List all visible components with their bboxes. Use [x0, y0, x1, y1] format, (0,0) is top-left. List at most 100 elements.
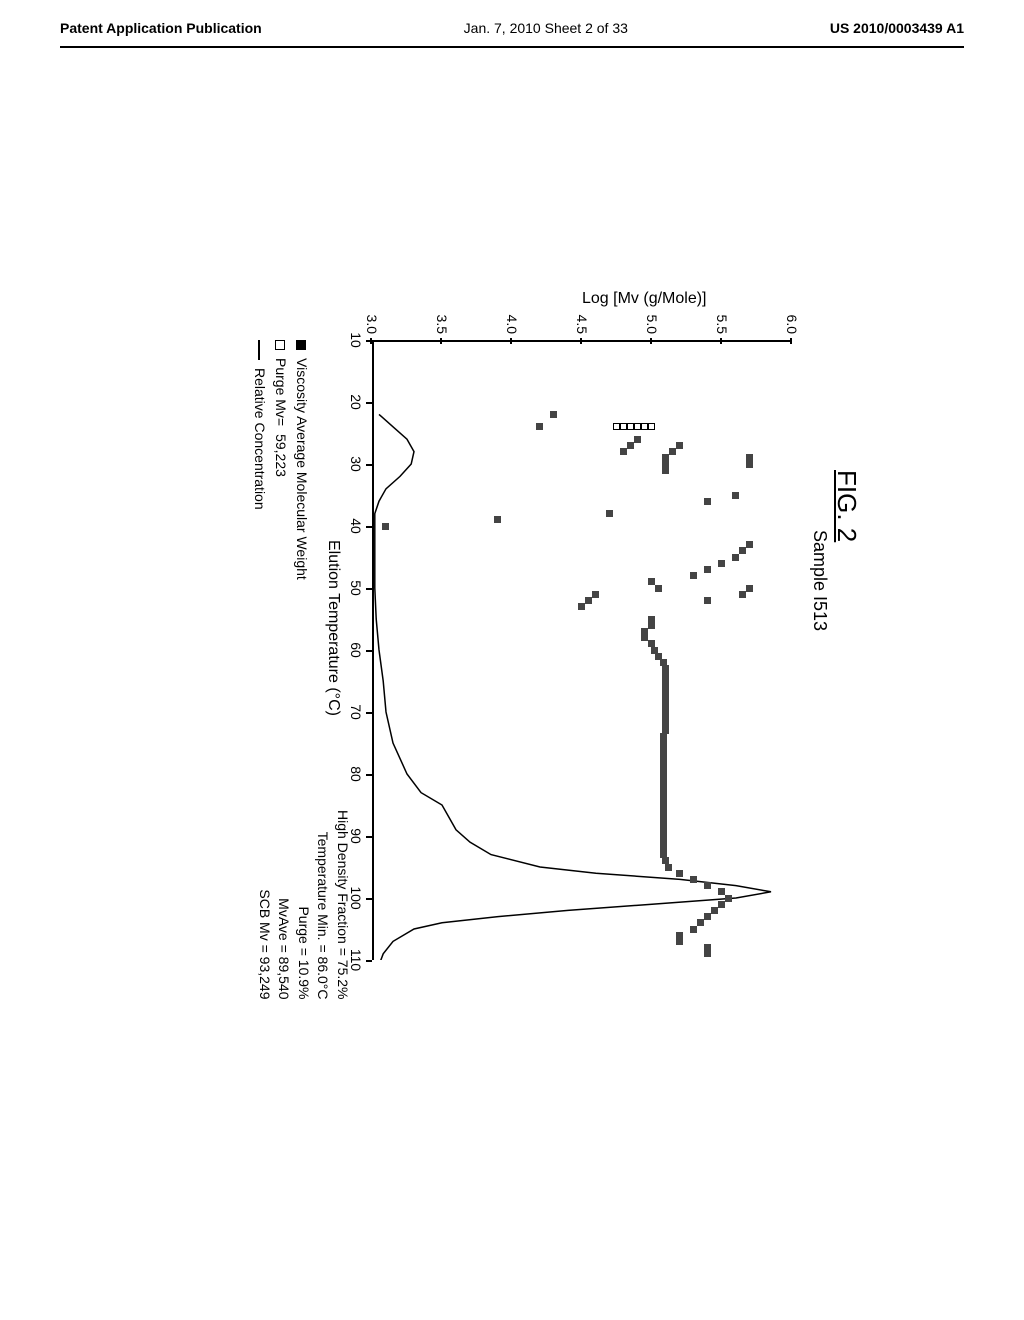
data-point-filled: [537, 423, 544, 430]
data-point-filled: [649, 578, 656, 585]
data-point-filled: [719, 888, 726, 895]
x-tick-mark: [366, 526, 372, 528]
chart-area: [372, 340, 792, 960]
legend-label-2-val: 59,223: [270, 434, 291, 477]
data-point-open: [635, 423, 642, 430]
x-tick-mark: [366, 898, 372, 900]
x-tick-mark: [366, 712, 372, 714]
y-tick-label: 4.5: [574, 306, 590, 334]
stat-hd-label: High Density Fraction =: [335, 810, 351, 956]
x-tick-mark: [366, 340, 372, 342]
x-tick-label: 80: [348, 759, 364, 789]
legend: Viscosity Average Molecular Weight Purge…: [249, 340, 312, 580]
data-point-filled: [691, 926, 698, 933]
y-tick-mark: [440, 338, 442, 344]
x-tick-mark: [366, 464, 372, 466]
stat-temp-label: Temperature Min. =: [315, 832, 331, 953]
header-right: US 2010/0003439 A1: [830, 20, 964, 36]
legend-item-line: Relative Concentration: [249, 340, 270, 580]
data-point-filled: [747, 585, 754, 592]
legend-label-2-key: Purge Mv=: [270, 358, 291, 426]
data-point-filled: [656, 585, 663, 592]
y-tick-mark: [720, 338, 722, 344]
data-point-filled: [677, 442, 684, 449]
data-point-filled: [628, 442, 635, 449]
data-point-filled: [635, 436, 642, 443]
data-point-filled: [383, 523, 390, 530]
stat-mvave-label: MvAve =: [276, 898, 292, 953]
data-point-filled: [719, 901, 726, 908]
data-point-filled: [705, 882, 712, 889]
stat-hd-value: 75.2%: [335, 960, 351, 1000]
x-tick-label: 20: [348, 387, 364, 417]
data-point-filled: [586, 597, 593, 604]
y-tick-label: 6.0: [784, 306, 800, 334]
data-point-open: [614, 423, 621, 430]
data-point-filled: [740, 547, 747, 554]
stat-scb-label: SCB Mv =: [257, 889, 273, 952]
data-point-filled: [705, 566, 712, 573]
legend-item-filled: Viscosity Average Molecular Weight: [291, 340, 312, 580]
stat-mvave-value: 89,540: [276, 957, 292, 1000]
data-point-filled: [719, 560, 726, 567]
data-point-filled: [663, 467, 670, 474]
data-point-filled: [677, 870, 684, 877]
stat-scb-value: 93,249: [257, 957, 273, 1000]
stats-block: High Density Fraction = 75.2% Temperatur…: [254, 810, 352, 1000]
data-point-filled: [670, 448, 677, 455]
x-tick-label: 50: [348, 573, 364, 603]
data-point-filled: [649, 622, 656, 629]
y-tick-mark: [580, 338, 582, 344]
x-tick-mark: [366, 402, 372, 404]
data-point-filled: [733, 554, 740, 561]
header-left: Patent Application Publication: [60, 20, 262, 36]
filled-square-icon: [297, 340, 307, 350]
stat-temp-value: 86.0°C: [315, 957, 331, 1000]
figure-title: FIG. 2: [831, 470, 862, 542]
data-point-filled: [579, 603, 586, 610]
data-point-filled: [677, 938, 684, 945]
x-tick-label: 60: [348, 635, 364, 665]
data-point-filled: [747, 541, 754, 548]
data-point-filled: [551, 411, 558, 418]
y-tick-label: 3.5: [434, 306, 450, 334]
legend-item-open: Purge Mv= 59,223: [270, 340, 291, 580]
sample-label: Sample I513: [809, 530, 830, 631]
data-point-filled: [593, 591, 600, 598]
x-tick-mark: [366, 588, 372, 590]
data-point-filled: [726, 895, 733, 902]
data-point-filled: [621, 448, 628, 455]
data-point-filled: [691, 572, 698, 579]
x-tick-mark: [366, 650, 372, 652]
x-axis-label: Elution Temperature (°C): [324, 540, 342, 716]
data-point-filled: [691, 876, 698, 883]
x-tick-mark: [366, 774, 372, 776]
data-point-filled: [733, 492, 740, 499]
x-tick-mark: [366, 836, 372, 838]
legend-label-1: Viscosity Average Molecular Weight: [291, 358, 312, 580]
header-center: Jan. 7, 2010 Sheet 2 of 33: [464, 20, 628, 36]
data-point-filled: [495, 516, 502, 523]
data-point-open: [642, 423, 649, 430]
data-point-filled: [740, 591, 747, 598]
data-point-filled: [705, 950, 712, 957]
data-point-filled: [665, 864, 672, 871]
y-tick-mark: [650, 338, 652, 344]
data-point-filled: [712, 907, 719, 914]
x-tick-label: 30: [348, 449, 364, 479]
data-point-filled: [747, 461, 754, 468]
header-divider: [60, 46, 964, 48]
y-tick-label: 5.0: [644, 306, 660, 334]
stat-purge-label: Purge =: [296, 906, 312, 955]
y-tick-mark: [510, 338, 512, 344]
data-point-filled: [705, 913, 712, 920]
y-tick-label: 3.0: [364, 306, 380, 334]
data-point-open: [649, 423, 656, 430]
data-point-open: [621, 423, 628, 430]
concentration-curve: [372, 340, 792, 960]
figure-container: FIG. 2 Sample I513 Log [Mv (g/Mole)] Elu…: [162, 230, 862, 1130]
data-point-filled: [642, 634, 649, 641]
data-point-filled: [698, 919, 705, 926]
x-tick-label: 10: [348, 325, 364, 355]
y-tick-mark: [790, 338, 792, 344]
